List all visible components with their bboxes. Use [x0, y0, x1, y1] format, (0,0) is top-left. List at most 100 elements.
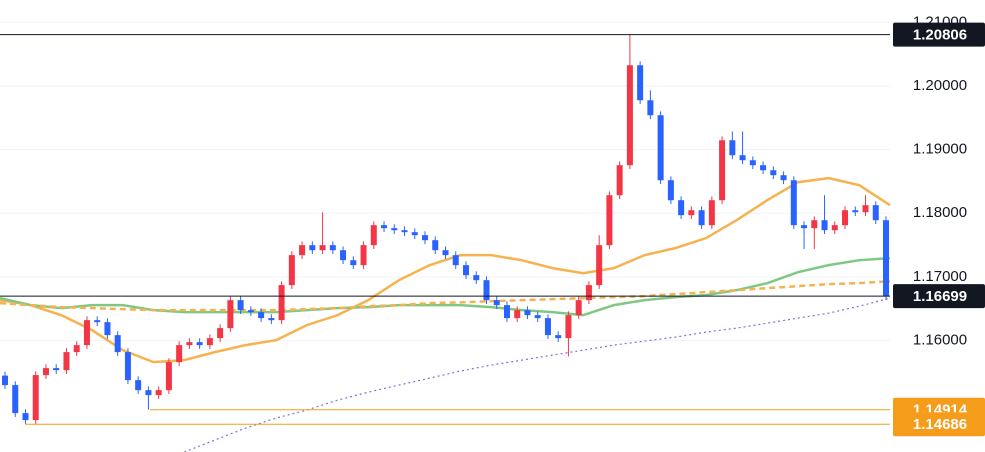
candle-body — [145, 390, 152, 396]
candle-body — [381, 225, 388, 229]
candle-body — [442, 250, 449, 256]
candle-body — [391, 228, 398, 231]
candle-body — [626, 65, 633, 166]
candle-body — [452, 255, 459, 266]
candle-body — [606, 195, 613, 246]
candle-body — [32, 375, 39, 421]
candle-body — [411, 232, 418, 236]
candle-body — [647, 100, 654, 116]
candle-body — [524, 310, 531, 316]
candle-body — [514, 310, 521, 319]
candle-body — [217, 328, 224, 339]
candle-body — [708, 200, 715, 226]
moving-average — [0, 176, 891, 364]
candle-body — [329, 245, 336, 251]
candle-body — [63, 352, 70, 371]
candle-body — [831, 225, 838, 231]
candle-body — [493, 300, 500, 306]
candle-body — [565, 315, 572, 339]
candle-body — [678, 200, 685, 216]
candle-body — [872, 205, 879, 221]
candle-body — [555, 335, 562, 339]
candle-body — [719, 140, 726, 201]
y-tick-label: 1.20000 — [913, 77, 967, 94]
candle-body — [22, 413, 29, 421]
candle-body — [319, 245, 326, 251]
candle-body — [422, 235, 429, 241]
price-level-box — [893, 22, 985, 47]
candle-body — [350, 260, 357, 266]
moving-average — [0, 256, 891, 317]
candle-body — [749, 160, 756, 166]
moving-average — [183, 297, 891, 452]
candle-body — [2, 375, 8, 386]
candle-body — [309, 245, 316, 251]
candle-body — [340, 250, 347, 261]
y-tick-label: 1.17000 — [913, 268, 967, 285]
candle-body — [770, 170, 777, 176]
candle-body — [83, 320, 90, 346]
candle-body — [360, 245, 367, 266]
candle-body — [657, 115, 664, 181]
candle-body — [94, 320, 101, 323]
candle-body — [135, 380, 142, 391]
candle-body — [401, 230, 408, 233]
candle-body — [206, 338, 213, 346]
candle-body — [12, 385, 19, 414]
y-tick-label: 1.16000 — [913, 332, 967, 349]
candle-body — [237, 300, 244, 311]
candle-body — [42, 368, 49, 376]
candle-body — [852, 210, 859, 213]
moving-average — [0, 279, 891, 312]
candle-body — [278, 285, 285, 321]
price-level-label: 1.16699 — [913, 288, 967, 305]
candle-body — [288, 255, 295, 286]
candle-body — [596, 245, 603, 286]
candle-body — [104, 322, 111, 336]
candle-body — [801, 225, 808, 229]
candle-body — [155, 390, 162, 396]
candle-body — [114, 335, 121, 353]
candle-body — [268, 318, 275, 321]
candle-body — [729, 140, 736, 156]
candle-body — [575, 300, 582, 316]
price-level-box — [893, 284, 985, 309]
candle-body — [196, 342, 203, 346]
candle-body — [432, 240, 439, 251]
candle-body — [462, 265, 469, 276]
candle-body — [760, 165, 767, 171]
candle-body — [821, 220, 828, 231]
price-level-label: 1.20806 — [913, 27, 967, 44]
candle-body — [616, 165, 623, 196]
candle-body — [667, 180, 674, 201]
candle-body — [370, 225, 377, 246]
candle-body — [186, 342, 193, 346]
candle-body — [73, 345, 80, 353]
candle-body — [473, 275, 480, 281]
candle-body — [503, 305, 510, 319]
candle-body — [227, 300, 234, 329]
candle-body — [790, 180, 797, 226]
candle-body — [299, 245, 306, 256]
candle-body — [247, 310, 254, 313]
candle-body — [883, 220, 889, 297]
candle-body — [780, 175, 787, 181]
candle-body — [544, 318, 551, 336]
candle-body — [637, 65, 644, 101]
candle-body — [124, 352, 131, 381]
candle-body — [483, 280, 490, 301]
price-level-box — [893, 412, 985, 437]
candle-body — [534, 315, 541, 319]
candle-body — [176, 345, 183, 363]
candle-body — [698, 210, 705, 226]
candle-body — [842, 210, 849, 226]
candle-body — [165, 362, 172, 391]
candle-body — [739, 155, 746, 161]
candle-body — [53, 368, 60, 371]
candle-body — [258, 312, 265, 319]
candle-body — [585, 285, 592, 301]
y-tick-label: 1.18000 — [913, 204, 967, 221]
price-level-label: 1.14686 — [913, 416, 967, 433]
candle-body — [862, 205, 869, 213]
candle-body — [811, 220, 818, 229]
